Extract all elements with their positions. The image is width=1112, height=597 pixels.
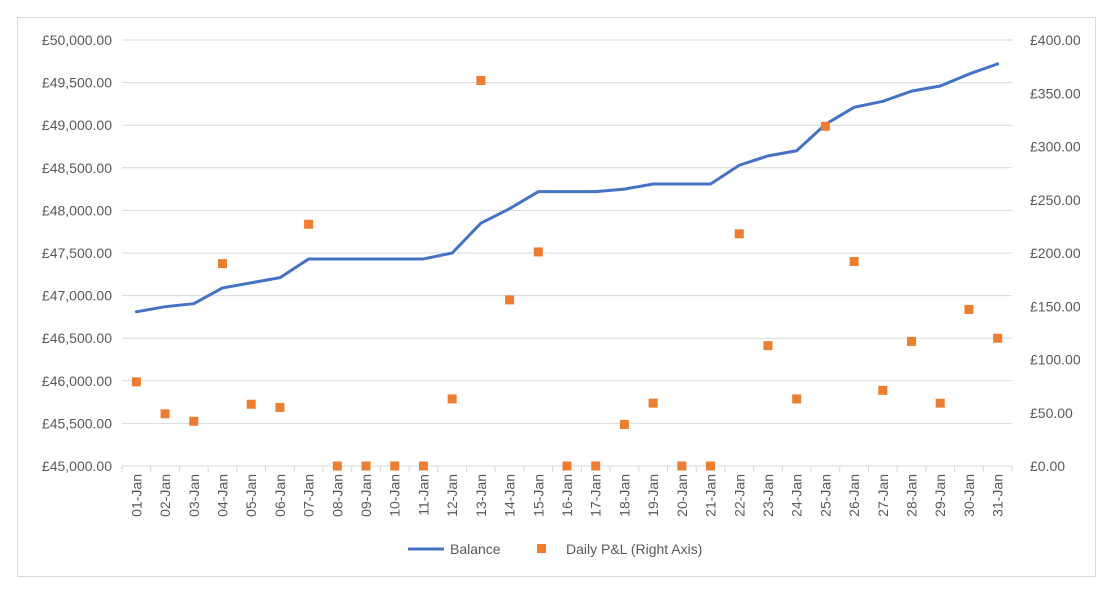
daily-pl-point [591, 461, 601, 471]
daily-pl-point [849, 257, 859, 267]
left-axis-tick-label: £45,500.00 [42, 415, 112, 431]
left-axis-tick-label: £47,000.00 [42, 288, 112, 304]
chart-area [17, 17, 1096, 577]
daily-pl-point [476, 75, 486, 85]
daily-pl-point [734, 229, 744, 239]
x-axis-tick-label: 01-Jan [128, 474, 144, 517]
daily-pl-point [677, 461, 687, 471]
daily-pl-point [820, 121, 830, 131]
daily-pl-point [131, 377, 141, 387]
x-axis-tick-label: 10-Jan [387, 474, 403, 517]
daily-pl-point [447, 394, 457, 404]
gridlines [122, 39, 1012, 467]
x-axis-tick-label: 25-Jan [817, 474, 833, 517]
x-axis-tick-label: 12-Jan [444, 474, 460, 517]
daily-pl-point [878, 385, 888, 395]
left-axis-ticks: £45,000.00 £45,500.00 £46,000.00 £46,500.00… [42, 32, 112, 474]
x-axis-tick-label: 03-Jan [186, 474, 202, 517]
daily-pl-point [361, 461, 371, 471]
daily-pl-point [648, 398, 658, 408]
left-axis-tick-label: £49,500.00 [42, 75, 112, 91]
daily-pl-point [562, 461, 572, 471]
daily-pl-point [964, 304, 974, 314]
x-axis-tick-label: 09-Jan [358, 474, 374, 517]
right-axis-tick-label: £150.00 [1030, 298, 1081, 314]
daily-pl-point [304, 219, 314, 229]
x-axis-tick-label: 23-Jan [760, 474, 776, 517]
right-axis-tick-label: £300.00 [1030, 139, 1081, 155]
left-axis-tick-label: £48,500.00 [42, 160, 112, 176]
x-axis-tick-label: 14-Jan [502, 474, 518, 517]
left-axis-tick-label: £47,500.00 [42, 245, 112, 261]
x-axis: 01-Jan 02-Jan 03-Jan 04-Jan 05-Jan 06-Jan 07-J… [121, 466, 1013, 517]
daily-pl-point [275, 402, 285, 412]
right-axis-tick-label: £50.00 [1030, 405, 1073, 421]
daily-pl-point [763, 341, 773, 351]
daily-pl-point [390, 461, 400, 471]
x-axis-tick-label: 04-Jan [214, 474, 230, 517]
x-axis-tick-label: 28-Jan [904, 474, 920, 517]
x-axis-tick-label: 06-Jan [272, 474, 288, 517]
x-axis-tick-label: 18-Jan [616, 474, 632, 517]
daily-pl-point [792, 394, 802, 404]
x-axis-tick-label: 24-Jan [789, 474, 805, 517]
x-axis-tick-label: 21-Jan [703, 474, 719, 517]
daily-pl-point [160, 409, 170, 419]
balance-line [134, 62, 1000, 314]
x-axis-tick-label: 29-Jan [932, 474, 948, 517]
x-axis-tick-label: 16-Jan [559, 474, 575, 517]
daily-pl-point [246, 399, 256, 409]
daily-pl-point [332, 461, 342, 471]
left-axis-tick-label: £50,000.00 [42, 32, 112, 48]
x-axis-tick-label: 20-Jan [674, 474, 690, 517]
legend: Balance Daily P&L (Right Axis) [408, 541, 702, 557]
x-axis-tick-label: 13-Jan [473, 474, 489, 517]
x-axis-tick-label: 08-Jan [329, 474, 345, 517]
right-axis-tick-label: £0.00 [1030, 458, 1065, 474]
x-axis-tick-label: 27-Jan [875, 474, 891, 517]
left-axis-tick-label: £46,500.00 [42, 330, 112, 346]
left-axis-tick-label: £48,000.00 [42, 202, 112, 218]
daily-pl-point [217, 259, 227, 269]
daily-pl-point [189, 416, 199, 426]
right-axis-tick-label: £400.00 [1030, 32, 1081, 48]
x-axis-tick-label: 05-Jan [243, 474, 259, 517]
x-axis-tick-label: 15-Jan [530, 474, 546, 517]
right-axis-tick-label: £250.00 [1030, 192, 1081, 208]
x-axis-tick-label: 17-Jan [588, 474, 604, 517]
daily-pl-series [131, 75, 1003, 471]
x-axis-tick-label: 19-Jan [645, 474, 661, 517]
x-axis-tick-label: 11-Jan [415, 474, 431, 516]
x-axis-tick-label: 07-Jan [301, 474, 317, 517]
daily-pl-point [505, 295, 515, 305]
daily-pl-point [706, 461, 716, 471]
legend-daily-pl-label: Daily P&L (Right Axis) [566, 541, 702, 557]
x-axis-tick-label: 31-Jan [990, 474, 1006, 517]
daily-pl-point [619, 419, 629, 429]
right-axis-ticks: £0.00 £50.00 £100.00 £150.00 £200.00 £250.00 £… [1030, 32, 1081, 474]
balance-series [134, 62, 1000, 314]
daily-pl-point [533, 247, 543, 257]
x-axis-tick-label: 26-Jan [846, 474, 862, 517]
daily-pl-point [907, 336, 917, 346]
daily-pl-point [418, 461, 428, 471]
x-axis-tick-label: 30-Jan [961, 474, 977, 517]
x-axis-tick-label: 02-Jan [157, 474, 173, 517]
daily-pl-point [935, 398, 945, 408]
left-axis-tick-label: £49,000.00 [42, 117, 112, 133]
right-axis-tick-label: £200.00 [1030, 245, 1081, 261]
legend-daily-pl-swatch [537, 544, 546, 553]
legend-balance-label: Balance [450, 541, 501, 557]
left-axis-tick-label: £46,000.00 [42, 373, 112, 389]
daily-pl-point [993, 333, 1003, 343]
right-axis-tick-label: £100.00 [1030, 352, 1081, 368]
left-axis-tick-label: £45,000.00 [42, 458, 112, 474]
x-axis-tick-label: 22-Jan [731, 474, 747, 517]
right-axis-tick-label: £350.00 [1030, 85, 1081, 101]
